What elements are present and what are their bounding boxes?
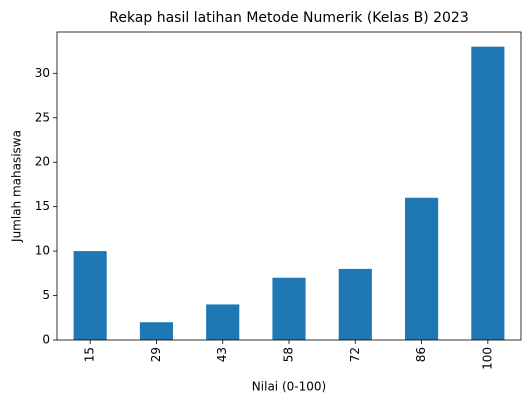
- y-tick-label: 15: [35, 199, 50, 213]
- x-tick-label: 15: [83, 347, 97, 362]
- bar: [272, 277, 306, 340]
- y-tick-label: 10: [35, 244, 50, 258]
- y-tick-label: 5: [42, 288, 50, 302]
- bar: [471, 46, 505, 341]
- y-tick-label: 20: [35, 155, 50, 169]
- bar: [405, 197, 439, 340]
- bar: [206, 304, 240, 340]
- y-tick-label: 0: [42, 333, 50, 347]
- plot-frame: [56, 31, 522, 341]
- bar: [73, 251, 107, 340]
- x-tick-label: 72: [348, 347, 362, 362]
- bar: [338, 268, 372, 340]
- x-tick-label: 86: [414, 347, 428, 362]
- bar: [139, 322, 173, 340]
- chart-title: Rekap hasil latihan Metode Numerik (Kela…: [109, 10, 469, 26]
- x-tick-label: 43: [215, 347, 229, 362]
- x-tick-label: 58: [282, 347, 296, 362]
- x-axis-label: Nilai (0-100): [252, 380, 326, 394]
- y-tick-label: 30: [35, 66, 50, 80]
- y-axis-label: Jumlah mahasiswa: [10, 130, 24, 243]
- x-tick-label: 100: [480, 347, 494, 370]
- y-tick-label: 25: [35, 110, 50, 124]
- x-tick-label: 29: [149, 347, 163, 362]
